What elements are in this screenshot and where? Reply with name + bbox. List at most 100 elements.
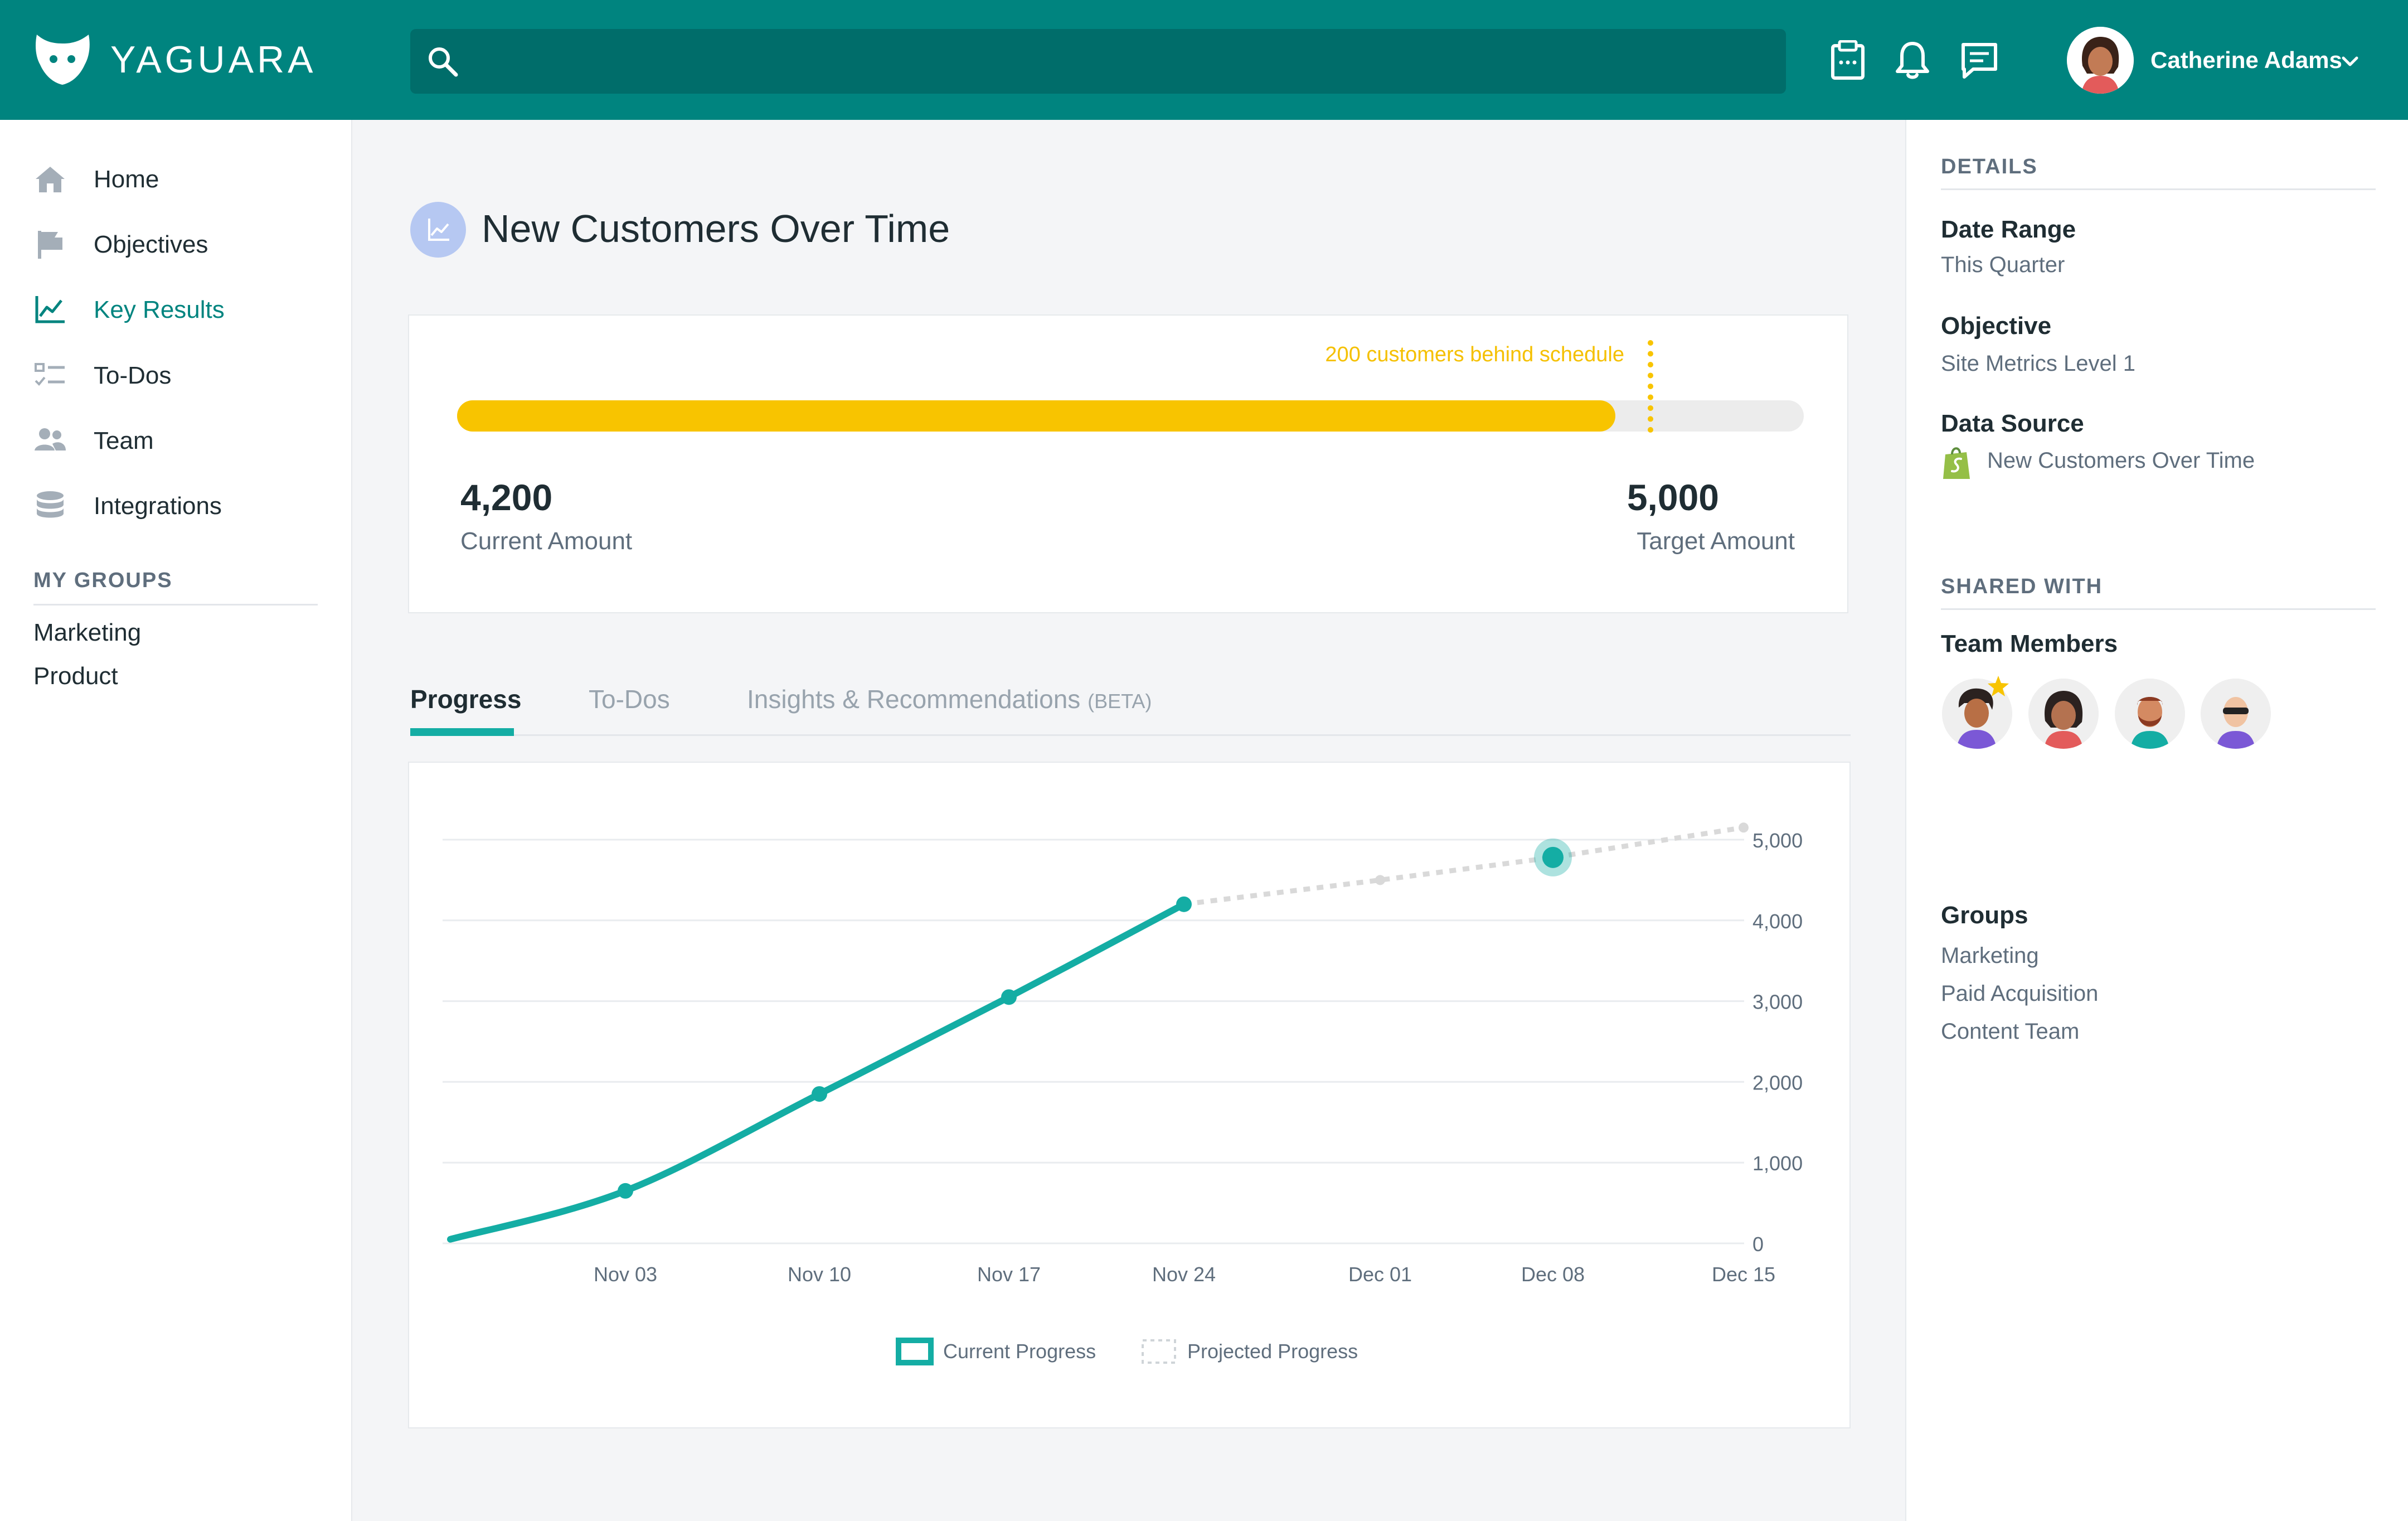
legend-label-projected: Projected Progress <box>1187 1340 1358 1363</box>
data-point-current <box>1176 896 1192 912</box>
y-tick-label: 1,000 <box>1752 1152 1803 1175</box>
top-bar: YAGUARA Catherine Adams <box>0 0 2408 120</box>
database-icon <box>37 491 64 518</box>
sidebar-item-label: Key Results <box>94 296 225 323</box>
sidebar-group-marketing[interactable]: Marketing <box>33 619 142 646</box>
y-tick-label: 0 <box>1752 1233 1764 1256</box>
legend-swatch-projected <box>1142 1339 1176 1364</box>
data-point-projected <box>1739 822 1749 833</box>
beta-badge: (BETA) <box>1088 690 1152 713</box>
avatar-icon <box>2115 679 2185 749</box>
sidebar-item-label: Integrations <box>94 492 222 520</box>
sidebar-item-integrations[interactable]: Integrations <box>33 483 323 528</box>
tab-label: Progress <box>410 685 522 714</box>
checklist-icon <box>35 363 65 386</box>
details-panel: DETAILS Date Range This Quarter Objectiv… <box>1905 120 2408 1521</box>
jaguar-logo-icon[interactable] <box>33 32 92 86</box>
home-icon <box>36 167 65 192</box>
schedule-marker <box>1647 340 1653 433</box>
legend-label-current: Current Progress <box>943 1340 1096 1363</box>
shared-group-item[interactable]: Marketing <box>1941 943 2039 968</box>
avatar-icon <box>2201 679 2271 749</box>
data-source-label: Data Source <box>1941 410 2084 437</box>
sidebar-item-home[interactable]: Home <box>33 157 323 201</box>
objective-label: Objective <box>1941 312 2052 340</box>
behind-schedule-label: 200 customers behind schedule <box>1325 343 1624 366</box>
current-amount: 4,200 <box>460 477 553 518</box>
sidebar-item-label: Home <box>94 166 159 193</box>
key-result-badge <box>410 202 466 258</box>
tab-to-dos[interactable]: To-Dos <box>589 684 670 715</box>
my-groups-heading: MY GROUPS <box>33 569 173 592</box>
date-range-label: Date Range <box>1941 216 2076 243</box>
x-tick-label: Dec 15 <box>1712 1263 1775 1286</box>
chevron-down-icon[interactable] <box>2340 54 2360 69</box>
message-icon[interactable] <box>1960 40 1999 80</box>
x-tick-label: Nov 24 <box>1152 1263 1216 1286</box>
x-tick-label: Nov 17 <box>977 1263 1041 1286</box>
search-input[interactable] <box>472 39 1754 84</box>
y-tick-label: 4,000 <box>1752 910 1803 933</box>
progress-track <box>457 400 1804 432</box>
progress-fill <box>457 400 1615 432</box>
data-source-value[interactable]: New Customers Over Time <box>1987 448 2255 473</box>
flag-icon <box>38 231 62 259</box>
shared-group-item[interactable]: Content Team <box>1941 1019 2080 1044</box>
date-range-value[interactable]: This Quarter <box>1941 253 2065 277</box>
data-point-current <box>1001 989 1017 1005</box>
sidebar-item-objectives[interactable]: Objectives <box>33 222 323 267</box>
team-member-avatar[interactable] <box>1942 679 2012 749</box>
tab-bar: Progress To-Dos Insights & Recommendatio… <box>410 675 1851 736</box>
shared-with-heading: SHARED WITH <box>1941 575 2103 598</box>
shopify-bag-icon <box>1943 447 1970 479</box>
divider <box>1941 608 2376 610</box>
objective-value[interactable]: Site Metrics Level 1 <box>1941 351 2136 376</box>
data-point-current <box>618 1183 633 1199</box>
chart-line-icon <box>428 219 449 241</box>
sidebar-item-label: Objectives <box>94 231 208 258</box>
sidebar-item-to-dos[interactable]: To-Dos <box>33 353 323 398</box>
sidebar-group-product[interactable]: Product <box>33 662 118 690</box>
search-icon[interactable] <box>426 45 459 78</box>
shared-group-item[interactable]: Paid Acquisition <box>1941 981 2099 1006</box>
target-amount-label: Target Amount <box>1637 527 1795 555</box>
details-heading: DETAILS <box>1941 155 2038 178</box>
sidebar-item-label: To-Dos <box>94 362 172 389</box>
avatar-icon <box>1942 679 2012 749</box>
tab-insights[interactable]: Insights & Recommendations (BETA) <box>747 684 1152 717</box>
user-avatar[interactable] <box>2067 27 2134 94</box>
x-tick-label: Dec 08 <box>1521 1263 1585 1286</box>
series-line-projected-progress <box>1183 825 1744 907</box>
team-members-label: Team Members <box>1941 630 2118 657</box>
y-tick-label: 5,000 <box>1752 829 1803 852</box>
highlight-point <box>1542 846 1564 868</box>
tab-label: Insights & Recommendations <box>747 685 1081 714</box>
groups-label: Groups <box>1941 902 2028 929</box>
sidebar-item-label: Team <box>94 427 154 454</box>
divider <box>33 604 318 606</box>
clipboard-icon[interactable] <box>1828 40 1867 80</box>
target-amount: 5,000 <box>1627 477 1719 518</box>
y-tick-label: 2,000 <box>1752 1071 1803 1094</box>
x-tick-label: Nov 03 <box>594 1263 657 1286</box>
sidebar: Home Objectives Key Results To-Dos T <box>0 120 352 1521</box>
team-member-avatar[interactable] <box>2115 679 2185 749</box>
x-tick-label: Dec 01 <box>1348 1263 1412 1286</box>
sidebar-item-key-results[interactable]: Key Results <box>33 287 323 332</box>
sidebar-item-team[interactable]: Team <box>33 418 323 463</box>
active-tab-indicator <box>410 728 514 736</box>
search-bar[interactable] <box>410 29 1786 94</box>
chart-line-icon <box>35 296 65 323</box>
team-member-avatar[interactable] <box>2028 679 2099 749</box>
legend-swatch-current <box>896 1338 934 1365</box>
page-title: New Customers Over Time <box>482 207 950 250</box>
progress-chart: 0 1,000 2,000 3,000 4,000 5,000 Nov 03 Nov 10 No… <box>443 822 1803 1365</box>
series-line-current-progress <box>447 900 1187 1243</box>
user-name[interactable]: Catherine Adams <box>2150 47 2342 73</box>
x-tick-label: Nov 10 <box>788 1263 851 1286</box>
tab-progress[interactable]: Progress <box>410 684 521 715</box>
y-tick-label: 3,000 <box>1752 991 1803 1014</box>
team-member-avatar[interactable] <box>2201 679 2271 749</box>
bell-icon[interactable] <box>1893 40 1932 80</box>
tab-label: To-Dos <box>589 685 670 714</box>
